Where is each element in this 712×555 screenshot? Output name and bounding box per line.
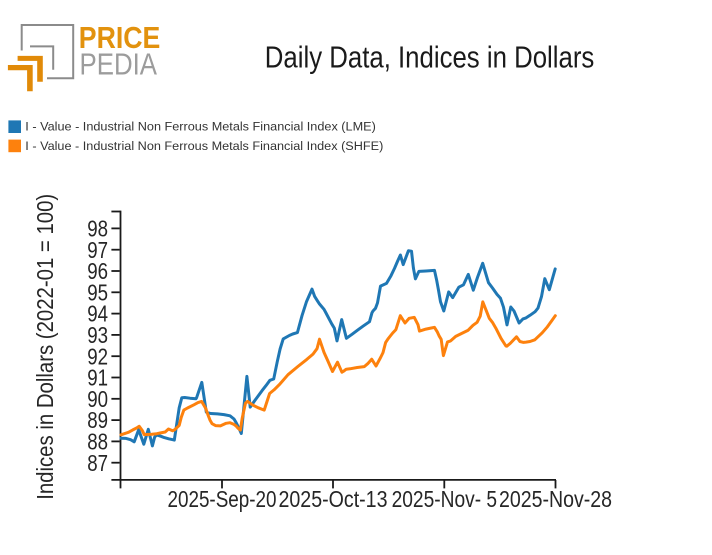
svg-text:90: 90 [87, 386, 108, 412]
svg-text:2025-Nov- 5: 2025-Nov- 5 [392, 486, 498, 512]
svg-text:95: 95 [87, 279, 108, 305]
svg-text:87: 87 [87, 450, 108, 476]
svg-text:I - Value - Industrial Non Fer: I - Value - Industrial Non Ferrous Metal… [25, 139, 383, 153]
svg-text:91: 91 [87, 365, 108, 391]
svg-text:98: 98 [87, 216, 108, 242]
svg-text:94: 94 [87, 301, 108, 327]
svg-text:93: 93 [87, 322, 108, 348]
svg-text:Indices in Dollars (2022-01 =: Indices in Dollars (2022-01 = 100) [32, 194, 58, 500]
svg-text:88: 88 [87, 429, 108, 455]
svg-text:2025-Oct-13: 2025-Oct-13 [279, 486, 388, 512]
svg-text:PEDIA: PEDIA [80, 48, 158, 82]
svg-text:92: 92 [87, 343, 108, 369]
svg-text:96: 96 [87, 258, 108, 284]
svg-text:PRICE: PRICE [79, 22, 161, 55]
svg-text:I - Value - Industrial Non Fer: I - Value - Industrial Non Ferrous Metal… [25, 120, 376, 134]
svg-text:Daily Data, Indices in Dollars: Daily Data, Indices in Dollars [265, 41, 595, 75]
svg-text:89: 89 [87, 407, 108, 433]
svg-text:97: 97 [87, 237, 108, 263]
svg-text:2025-Sep-20: 2025-Sep-20 [168, 486, 277, 512]
svg-text:2025-Nov-28: 2025-Nov-28 [499, 486, 612, 512]
